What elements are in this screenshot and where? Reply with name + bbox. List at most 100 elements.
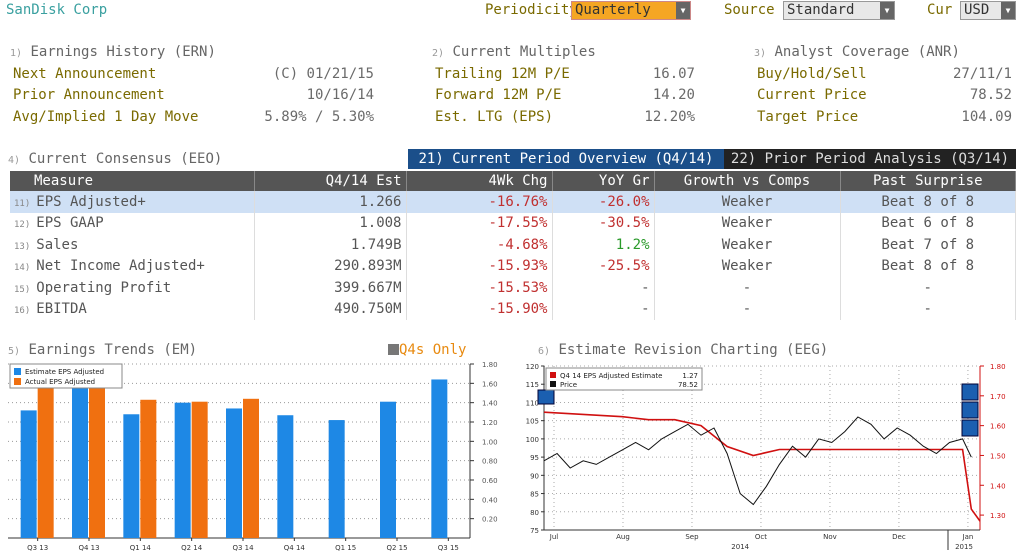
bar [72,385,88,538]
est-cell: 1.749B [254,234,407,256]
x-tick-label: Oct [755,533,767,541]
revision-charting-header[interactable]: 6) Estimate Revision Charting (EEG) [538,342,829,358]
yoy-cell: 1.2% [552,234,655,256]
x-tick-label: Dec [892,533,906,541]
measure-cell: EPS Adjusted+ [36,193,146,210]
growth-cell: Weaker [654,255,841,277]
row-number: 15) [14,284,31,295]
col-measure[interactable]: Measure [10,171,255,191]
left-tick-label: 110 [526,399,539,407]
yoy-cell: - [552,277,655,299]
col-est[interactable]: Q4/14 Est [254,171,407,191]
measure-cell: Net Income Adjusted+ [36,258,205,275]
estimate-revision-chart[interactable]: 75 80 85 90 95 100 105 110 115 120 1.30 1.40 1.50 1.6… [510,358,1022,554]
right-tick-label: 1.70 [990,393,1006,401]
revision-marker [961,383,979,401]
table-row[interactable]: 12) EPS GAAP 1.008 -17.55% -30.5% Weaker Beat … [10,212,1016,234]
table-row[interactable]: 14) Net Income Adjusted+ 290.893M -15.93% -2… [10,255,1016,277]
surprise-cell: Beat 8 of 8 [840,191,1016,213]
x-tick-label: Jan [962,533,974,541]
right-tick-label: 1.50 [990,452,1006,460]
left-tick-label: 115 [526,381,539,389]
x-tick-label: Q3 14 [232,544,254,552]
chg-cell: -15.93% [406,255,553,277]
series-line [543,411,981,522]
chart-legend: Q4 14 EPS Adjusted Estimate 1.27 Price 78.5… [545,367,703,391]
trailing-pe-value: 16.07 [652,66,695,82]
day-move-label: Avg/Implied 1 Day Move [13,109,199,125]
row-number: 13) [14,241,31,252]
chevron-down-icon: ▼ [1001,2,1015,19]
y-tick-label: 1.20 [482,419,498,427]
periodicity-label: Periodicity [485,2,578,18]
est-cell: 399.667M [254,277,407,299]
cur-label: Cur [927,2,953,18]
x-year-label: 2015 [955,543,973,551]
current-price-label: Current Price [757,87,867,103]
row-number: 12) [14,220,31,231]
legend-label: Q4 14 EPS Adjusted Estimate [560,372,662,380]
chg-cell: -16.76% [406,191,553,213]
right-tick-label: 1.80 [990,363,1006,371]
x-tick-label: Q3 13 [27,544,48,552]
analyst-coverage-header[interactable]: 3) Analyst Coverage (ANR) [754,44,960,60]
yoy-cell: -30.5% [552,212,655,234]
revision-marker [961,419,979,437]
table-row[interactable]: 16) EBITDA 490.750M -15.90% - - - [10,298,1016,320]
q4s-only-toggle[interactable]: Q4s Only [388,342,466,358]
current-consensus-header[interactable]: 4) Current Consensus (EEO) [8,151,223,167]
revision-marker [537,389,555,405]
tab-prior-period-analysis[interactable]: 22) Prior Period Analysis (Q3/14) [724,149,1016,169]
earnings-history-header[interactable]: 1) Earnings History (ERN) [10,44,216,60]
earnings-trends-chart[interactable]: 0.20 0.40 0.60 0.80 1.00 1.20 1.40 1.60 1.80 Q3 1… [4,358,504,554]
y-tick-label: 0.40 [482,496,498,504]
left-tick-label: 120 [526,363,539,371]
prior-announcement-label: Prior Announcement [13,87,165,103]
right-tick-label: 1.30 [990,512,1006,520]
legend-label: Actual EPS Adjusted [25,378,95,386]
left-tick-label: 100 [526,436,539,444]
legend-label: Price [560,381,577,389]
table-row[interactable]: 15) Operating Profit 399.667M -15.53% - - - [10,277,1016,299]
est-cell: 1.266 [254,191,407,213]
trailing-pe-label: Trailing 12M P/E [435,66,570,82]
next-announcement-value: (C) 01/21/15 [272,66,374,82]
bar [277,415,294,538]
table-row[interactable]: 11) EPS Adjusted+ 1.266 -16.76% -26.0% Weaker… [10,191,1016,213]
target-price-label: Target Price [757,109,859,125]
tab-current-period-overview[interactable]: 21) Current Period Overview (Q4/14) [408,149,724,169]
series-line [543,416,972,506]
forward-pe-value: 14.20 [652,87,695,103]
col-past-surprise[interactable]: Past Surprise [840,171,1016,191]
est-cell: 490.750M [254,298,407,320]
chg-cell: -15.53% [406,277,553,299]
current-multiples-header[interactable]: 2) Current Multiples [432,44,596,60]
bar [431,379,448,538]
earnings-trends-header[interactable]: 5) Earnings Trends (EM) [8,342,198,358]
right-tick-label: 1.60 [990,423,1006,431]
yoy-cell: - [552,298,655,320]
col-growth-vs-comps[interactable]: Growth vs Comps [654,171,841,191]
chg-cell: -17.55% [406,212,553,234]
growth-cell: - [654,277,841,299]
col-yoy-gr[interactable]: YoY Gr [552,171,655,191]
source-dropdown[interactable]: Standard ▼ [783,1,895,20]
currency-dropdown[interactable]: USD ▼ [960,1,1016,20]
table-row[interactable]: 13) Sales 1.749B -4.68% 1.2% Weaker Beat 7 of … [10,234,1016,256]
chevron-down-icon: ▼ [880,2,894,19]
next-announcement-label: Next Announcement [13,66,157,82]
yoy-cell: -26.0% [552,191,655,213]
legend-box [9,363,123,389]
bar [37,385,54,538]
legend-swatch [14,368,21,375]
x-tick-label: Q3 15 [438,544,459,552]
consensus-table: Measure Q4/14 Est 4Wk Chg YoY Gr Growth … [10,171,1016,320]
left-tick-label: 85 [530,491,539,499]
col-4wk-chg[interactable]: 4Wk Chg [406,171,553,191]
company-name: SanDisk Corp [6,2,108,18]
bar [140,399,157,538]
buy-hold-sell-value: 27/11/1 [952,66,1012,82]
est-ltg-label: Est. LTG (EPS) [435,109,554,125]
est-cell: 1.008 [254,212,407,234]
periodicity-dropdown[interactable]: Quarterly ▼ [571,1,691,20]
